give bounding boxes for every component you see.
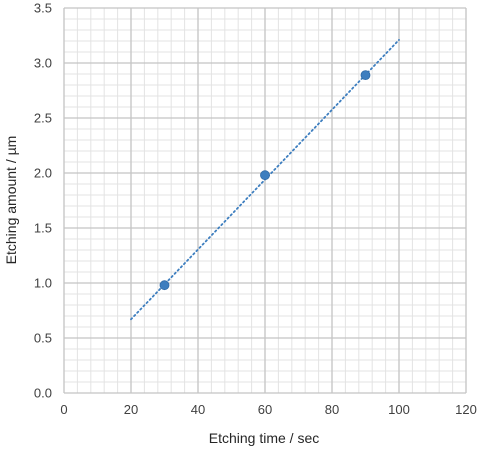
y-tick-label: 2.5 xyxy=(34,111,52,126)
y-tick-label: 3.0 xyxy=(34,56,52,71)
x-axis-tick-labels: 0 20 40 60 80 100 120 xyxy=(60,402,476,417)
y-tick-label: 1.0 xyxy=(34,276,52,291)
y-tick-label: 0.5 xyxy=(34,331,52,346)
x-tick-label: 0 xyxy=(60,402,67,417)
y-tick-label: 3.5 xyxy=(34,1,52,16)
y-axis-tick-labels: 0.0 0.5 1.0 1.5 2.0 2.5 3.0 3.5 xyxy=(34,1,52,401)
x-tick-label: 20 xyxy=(124,402,138,417)
major-gridlines xyxy=(63,7,467,394)
y-tick-label: 0.0 xyxy=(34,386,52,401)
data-point xyxy=(360,70,371,80)
x-tick-label: 100 xyxy=(388,402,410,417)
x-tick-label: 80 xyxy=(325,402,339,417)
y-tick-label: 1.5 xyxy=(34,221,52,236)
data-point xyxy=(260,170,270,181)
x-tick-label: 60 xyxy=(258,402,272,417)
data-point xyxy=(159,280,170,291)
x-axis-title: Etching time / sec xyxy=(209,430,320,446)
y-tick-label: 2.0 xyxy=(34,166,52,181)
x-tick-label: 120 xyxy=(455,402,477,417)
x-tick-label: 40 xyxy=(191,402,205,417)
data-points xyxy=(159,70,371,291)
y-axis-title: Etching amount / µm xyxy=(3,136,19,265)
